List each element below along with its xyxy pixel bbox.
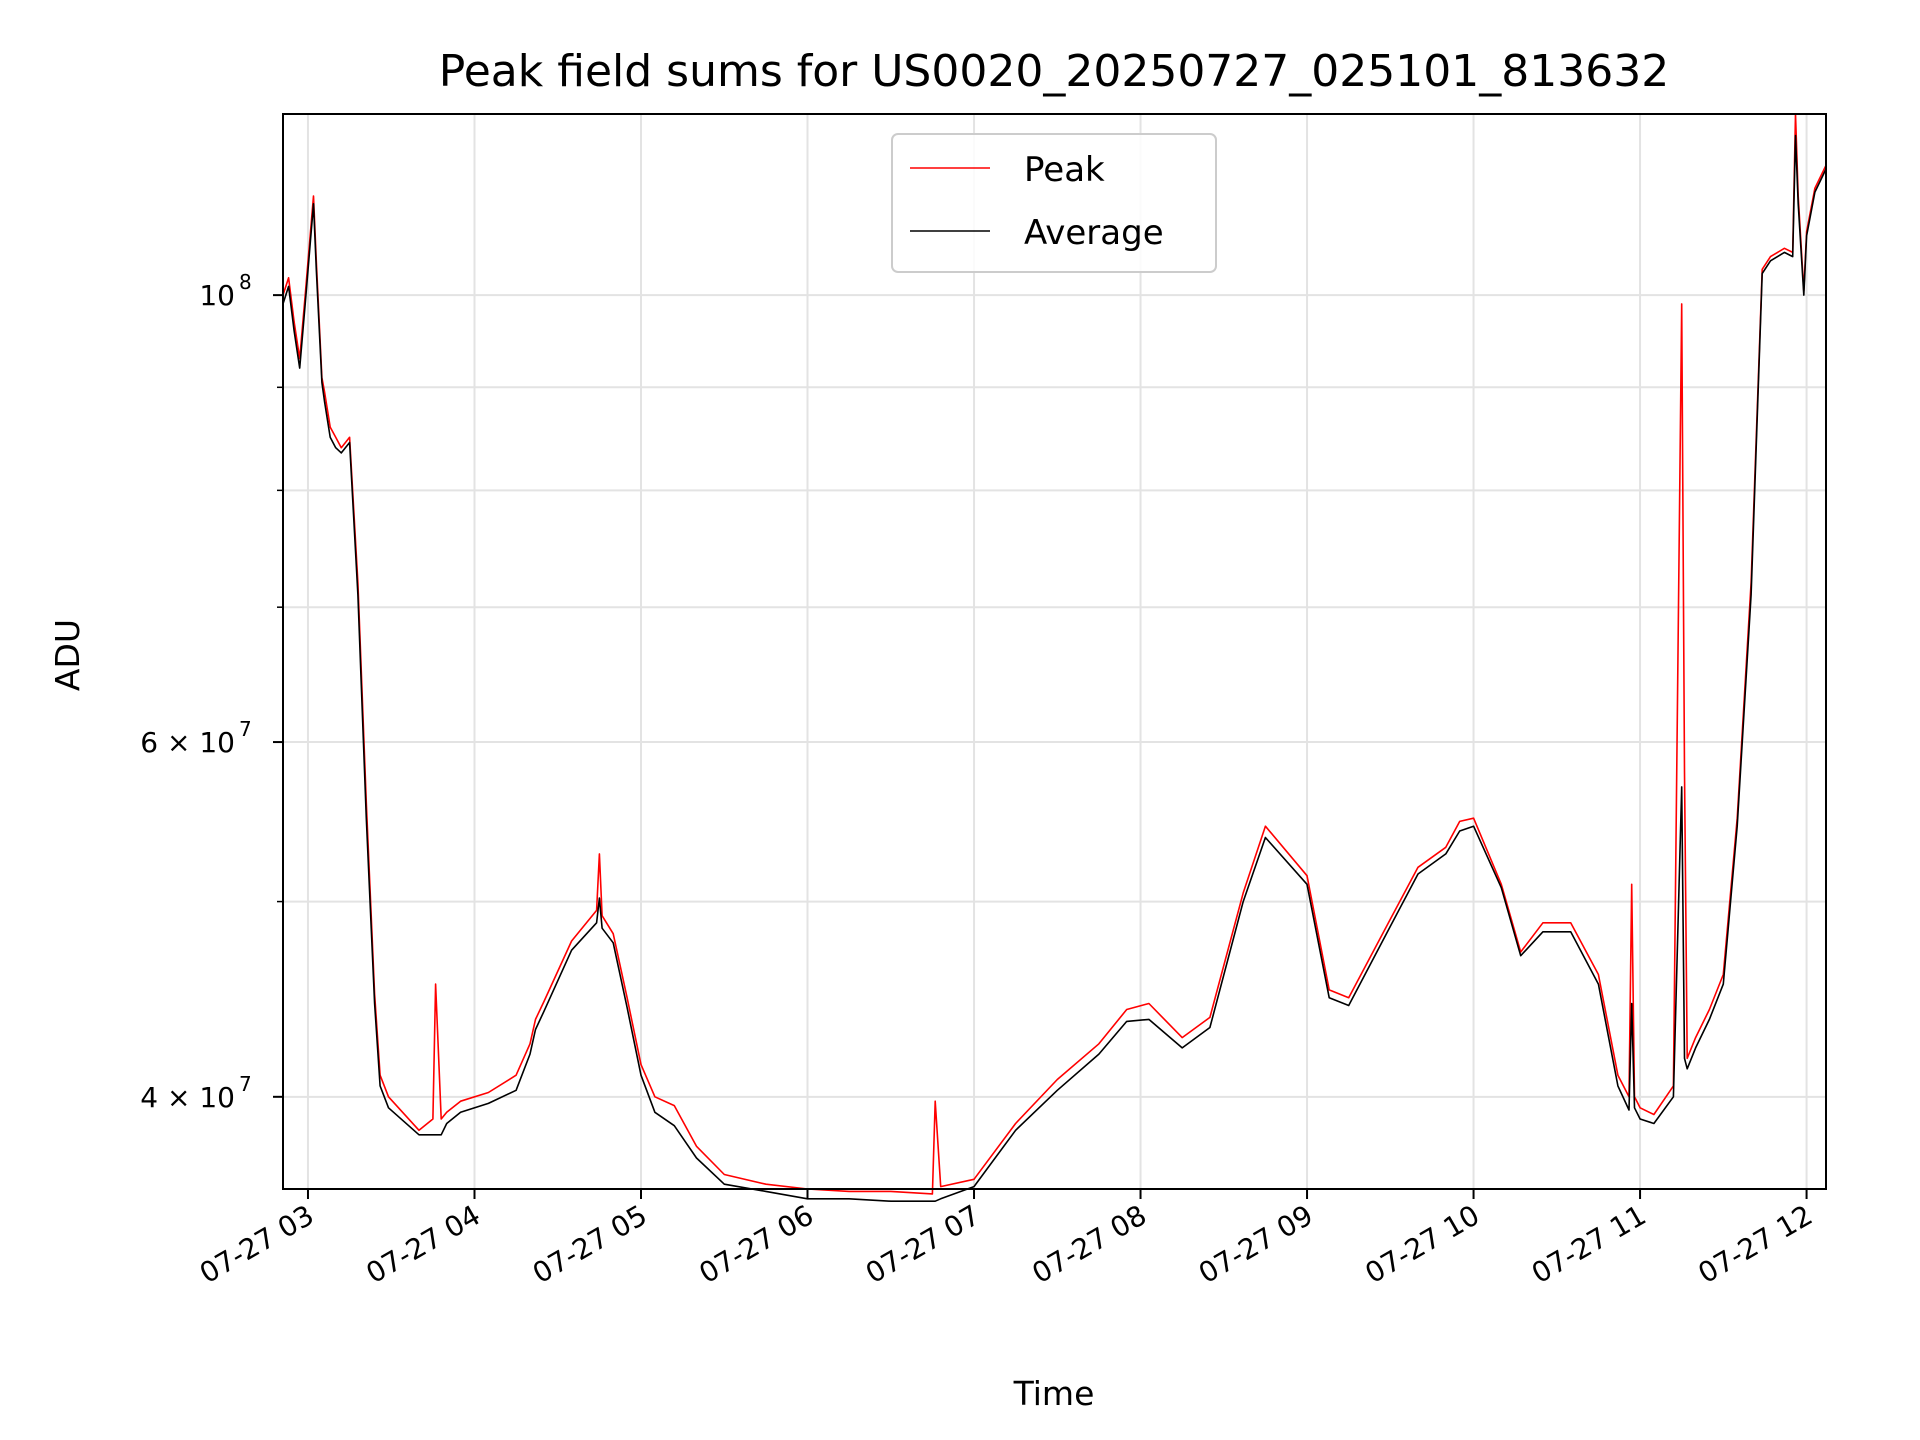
plot-frame — [282, 113, 1827, 1190]
series-line-average — [282, 134, 1827, 1202]
y-axis-title: ADU — [48, 619, 87, 691]
y-tick-exponent: 7 — [239, 1072, 252, 1096]
y-tick-exponent: 7 — [239, 717, 252, 741]
legend-average-label: Average — [1024, 213, 1164, 253]
y-tick-label: 10 — [199, 279, 235, 312]
x-axis-title: Time — [1013, 1374, 1095, 1413]
y-tick-label: 6 × 10 — [140, 726, 235, 759]
chart-title: Peak field sums for US0020_20250727_0251… — [439, 46, 1669, 97]
plot-lines — [282, 113, 1827, 1202]
y-tick-exponent: 8 — [239, 270, 252, 294]
y-tick-label: 4 × 10 — [140, 1081, 235, 1114]
y-axis: 10 86 × 10 74 × 10 7 — [140, 270, 283, 1114]
grid — [283, 114, 1826, 1189]
legend: Peak Average — [891, 133, 1217, 273]
legend-peak-label: Peak — [1024, 150, 1105, 190]
